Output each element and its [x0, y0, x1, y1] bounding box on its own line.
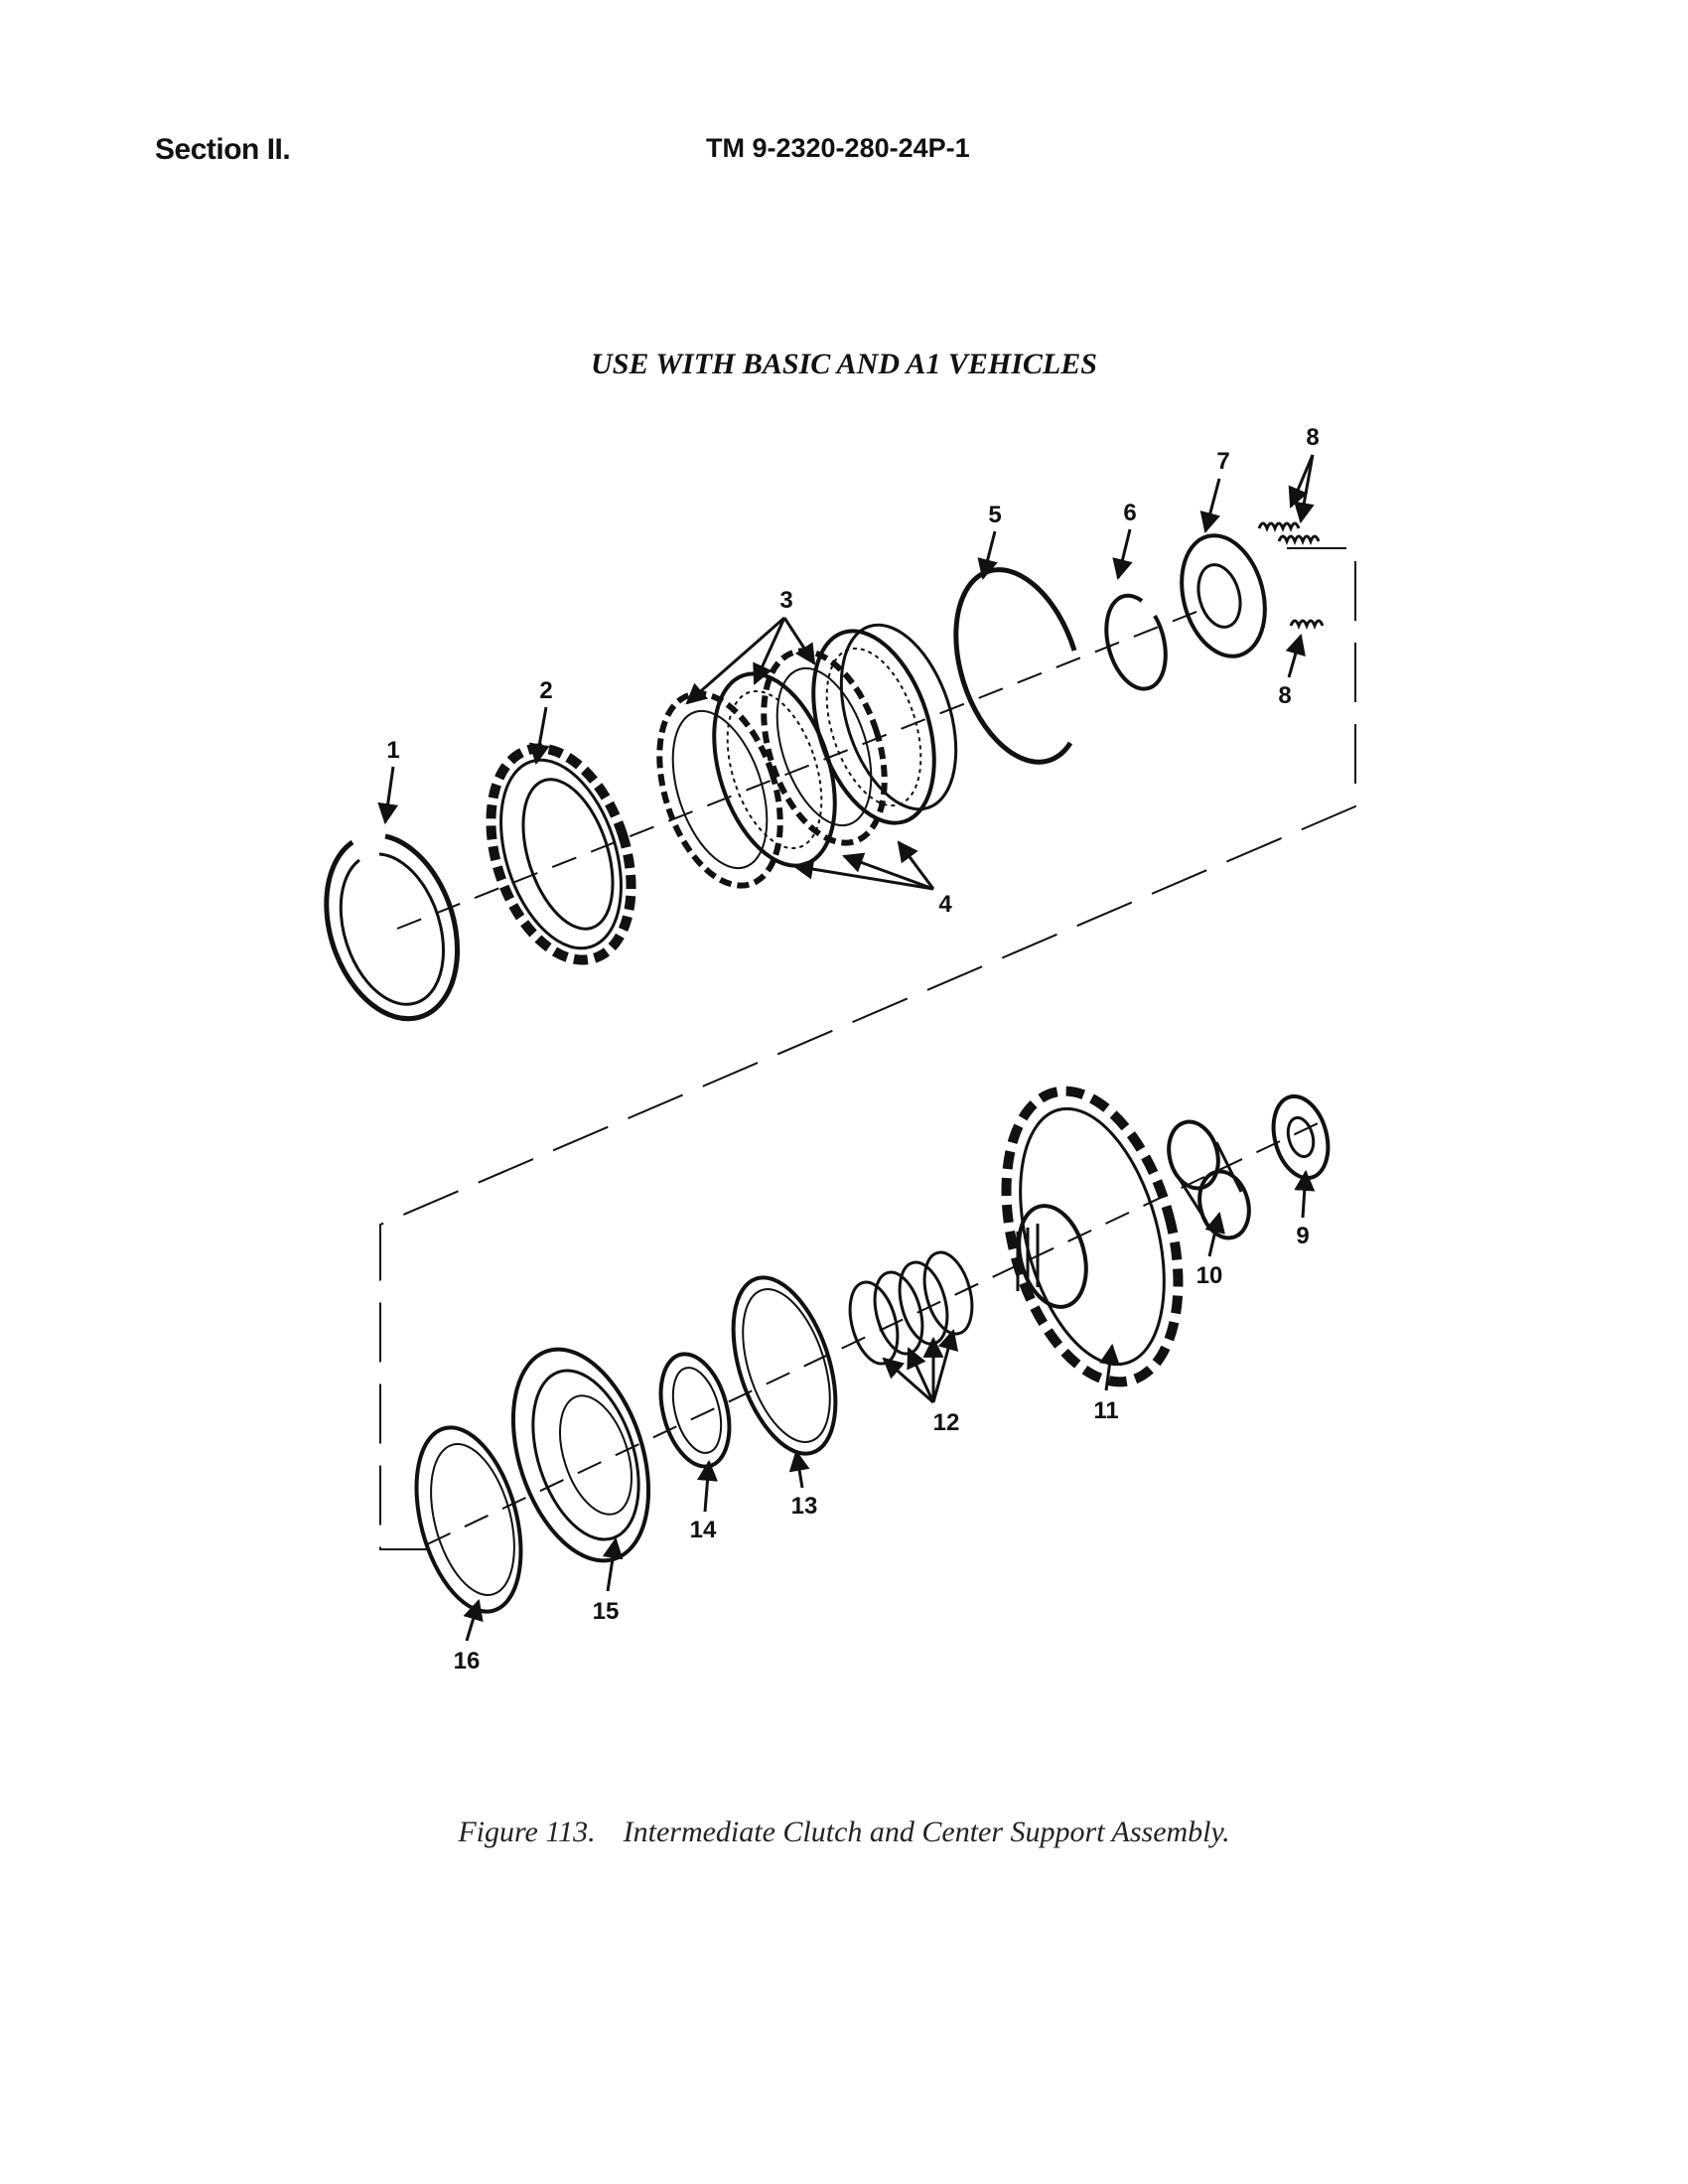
part-16-retainer-ring	[414, 1425, 523, 1614]
callout-13: 13	[791, 1493, 818, 1520]
callout-1: 1	[386, 737, 399, 764]
callout-labels: 1 2 3 4 5 6 7 8 8 9 10 11 12 13 14 15 16	[386, 424, 1319, 1674]
callout-5: 5	[988, 502, 1001, 528]
callout-8-lower: 8	[1278, 682, 1291, 709]
figure-number: Figure 113.	[458, 1816, 596, 1848]
callout-15: 15	[593, 1598, 620, 1625]
part-7-piston	[1180, 533, 1267, 658]
part-14-seal-ring	[658, 1352, 732, 1469]
section-heading: Section II.	[155, 133, 291, 166]
callout-4: 4	[938, 891, 952, 918]
callout-10: 10	[1196, 1262, 1223, 1289]
tm-number: TM 9-2320-280-24P-1	[706, 133, 970, 163]
callout-3: 3	[779, 587, 792, 614]
callout-9: 9	[1296, 1223, 1309, 1249]
figure-title: Intermediate Clutch and Center Support A…	[623, 1816, 1230, 1848]
callout-8-upper: 8	[1306, 424, 1319, 451]
part-11-center-support	[1001, 1086, 1184, 1387]
part-5-snap-ring	[953, 567, 1077, 765]
connector-frame	[379, 547, 1356, 1550]
lower-centerline	[426, 1116, 1332, 1545]
usage-note: USE WITH BASIC AND A1 VEHICLES	[591, 348, 1097, 380]
callout-7: 7	[1216, 448, 1229, 475]
part-10-bushing	[1167, 1119, 1251, 1240]
callout-14: 14	[690, 1517, 717, 1543]
leader-arrows	[377, 454, 1316, 1642]
callout-11: 11	[1093, 1397, 1118, 1424]
figure-caption: Figure 113. Intermediate Clutch and Cente…	[0, 1816, 1688, 1849]
callout-12: 12	[933, 1409, 960, 1436]
part-8-springs	[1257, 521, 1325, 631]
part-13-seal-ring	[731, 1275, 838, 1456]
part-2-backing-plate	[486, 743, 636, 965]
clutch-plate-pack	[656, 623, 958, 889]
callout-16: 16	[454, 1648, 481, 1674]
callout-2: 2	[539, 677, 552, 704]
callout-6: 6	[1123, 500, 1136, 526]
part-1-snap-ring	[324, 833, 461, 1022]
part-6-snap-ring	[1104, 593, 1168, 691]
part-15-piston	[510, 1347, 651, 1563]
part-9-thrust-washer	[1271, 1093, 1331, 1181]
